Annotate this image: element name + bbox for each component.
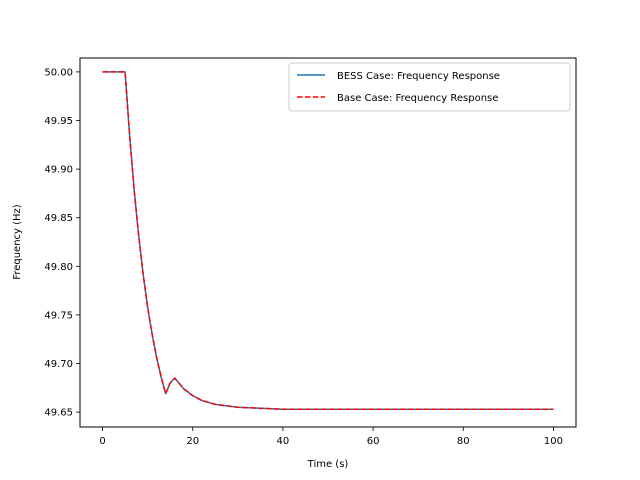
legend-frame <box>288 62 571 112</box>
series-layer <box>102 71 554 410</box>
y-tick-label: 49.85 <box>44 213 73 224</box>
y-tick-label: 49.90 <box>44 165 73 176</box>
x-tick-label: 80 <box>457 436 470 447</box>
x-tick-label: 100 <box>544 436 563 447</box>
y-tick-label: 49.95 <box>44 116 73 127</box>
x-axis-ticks: 0 20 40 60 80 100 <box>99 427 563 447</box>
x-tick-label: 40 <box>277 436 290 447</box>
plot-frame <box>79 57 577 428</box>
x-tick-label: 60 <box>367 436 380 447</box>
y-tick-label: 49.75 <box>44 310 73 321</box>
y-tick-label: 49.65 <box>44 408 73 419</box>
x-tick-label: 20 <box>186 436 199 447</box>
legend-label-base: Base Case: Frequency Response <box>337 93 498 104</box>
y-axis-ticks: 49.65 49.70 49.75 49.80 49.85 49.90 49.95 50.00 <box>44 67 80 419</box>
y-axis-label: Frequency (Hz) <box>12 204 23 280</box>
y-tick-label: 49.70 <box>44 359 73 370</box>
y-tick-label: 49.80 <box>44 262 73 273</box>
legend-label-bess: BESS Case: Frequency Response <box>337 71 500 82</box>
plot-area <box>80 58 576 427</box>
legend: BESS Case: Frequency Response Base Case:… <box>288 62 571 112</box>
x-axis-label: Time (s) <box>307 459 349 470</box>
x-tick-label: 0 <box>99 436 105 447</box>
series-line-1 <box>102 71 554 410</box>
y-tick-label: 50.00 <box>44 67 73 78</box>
